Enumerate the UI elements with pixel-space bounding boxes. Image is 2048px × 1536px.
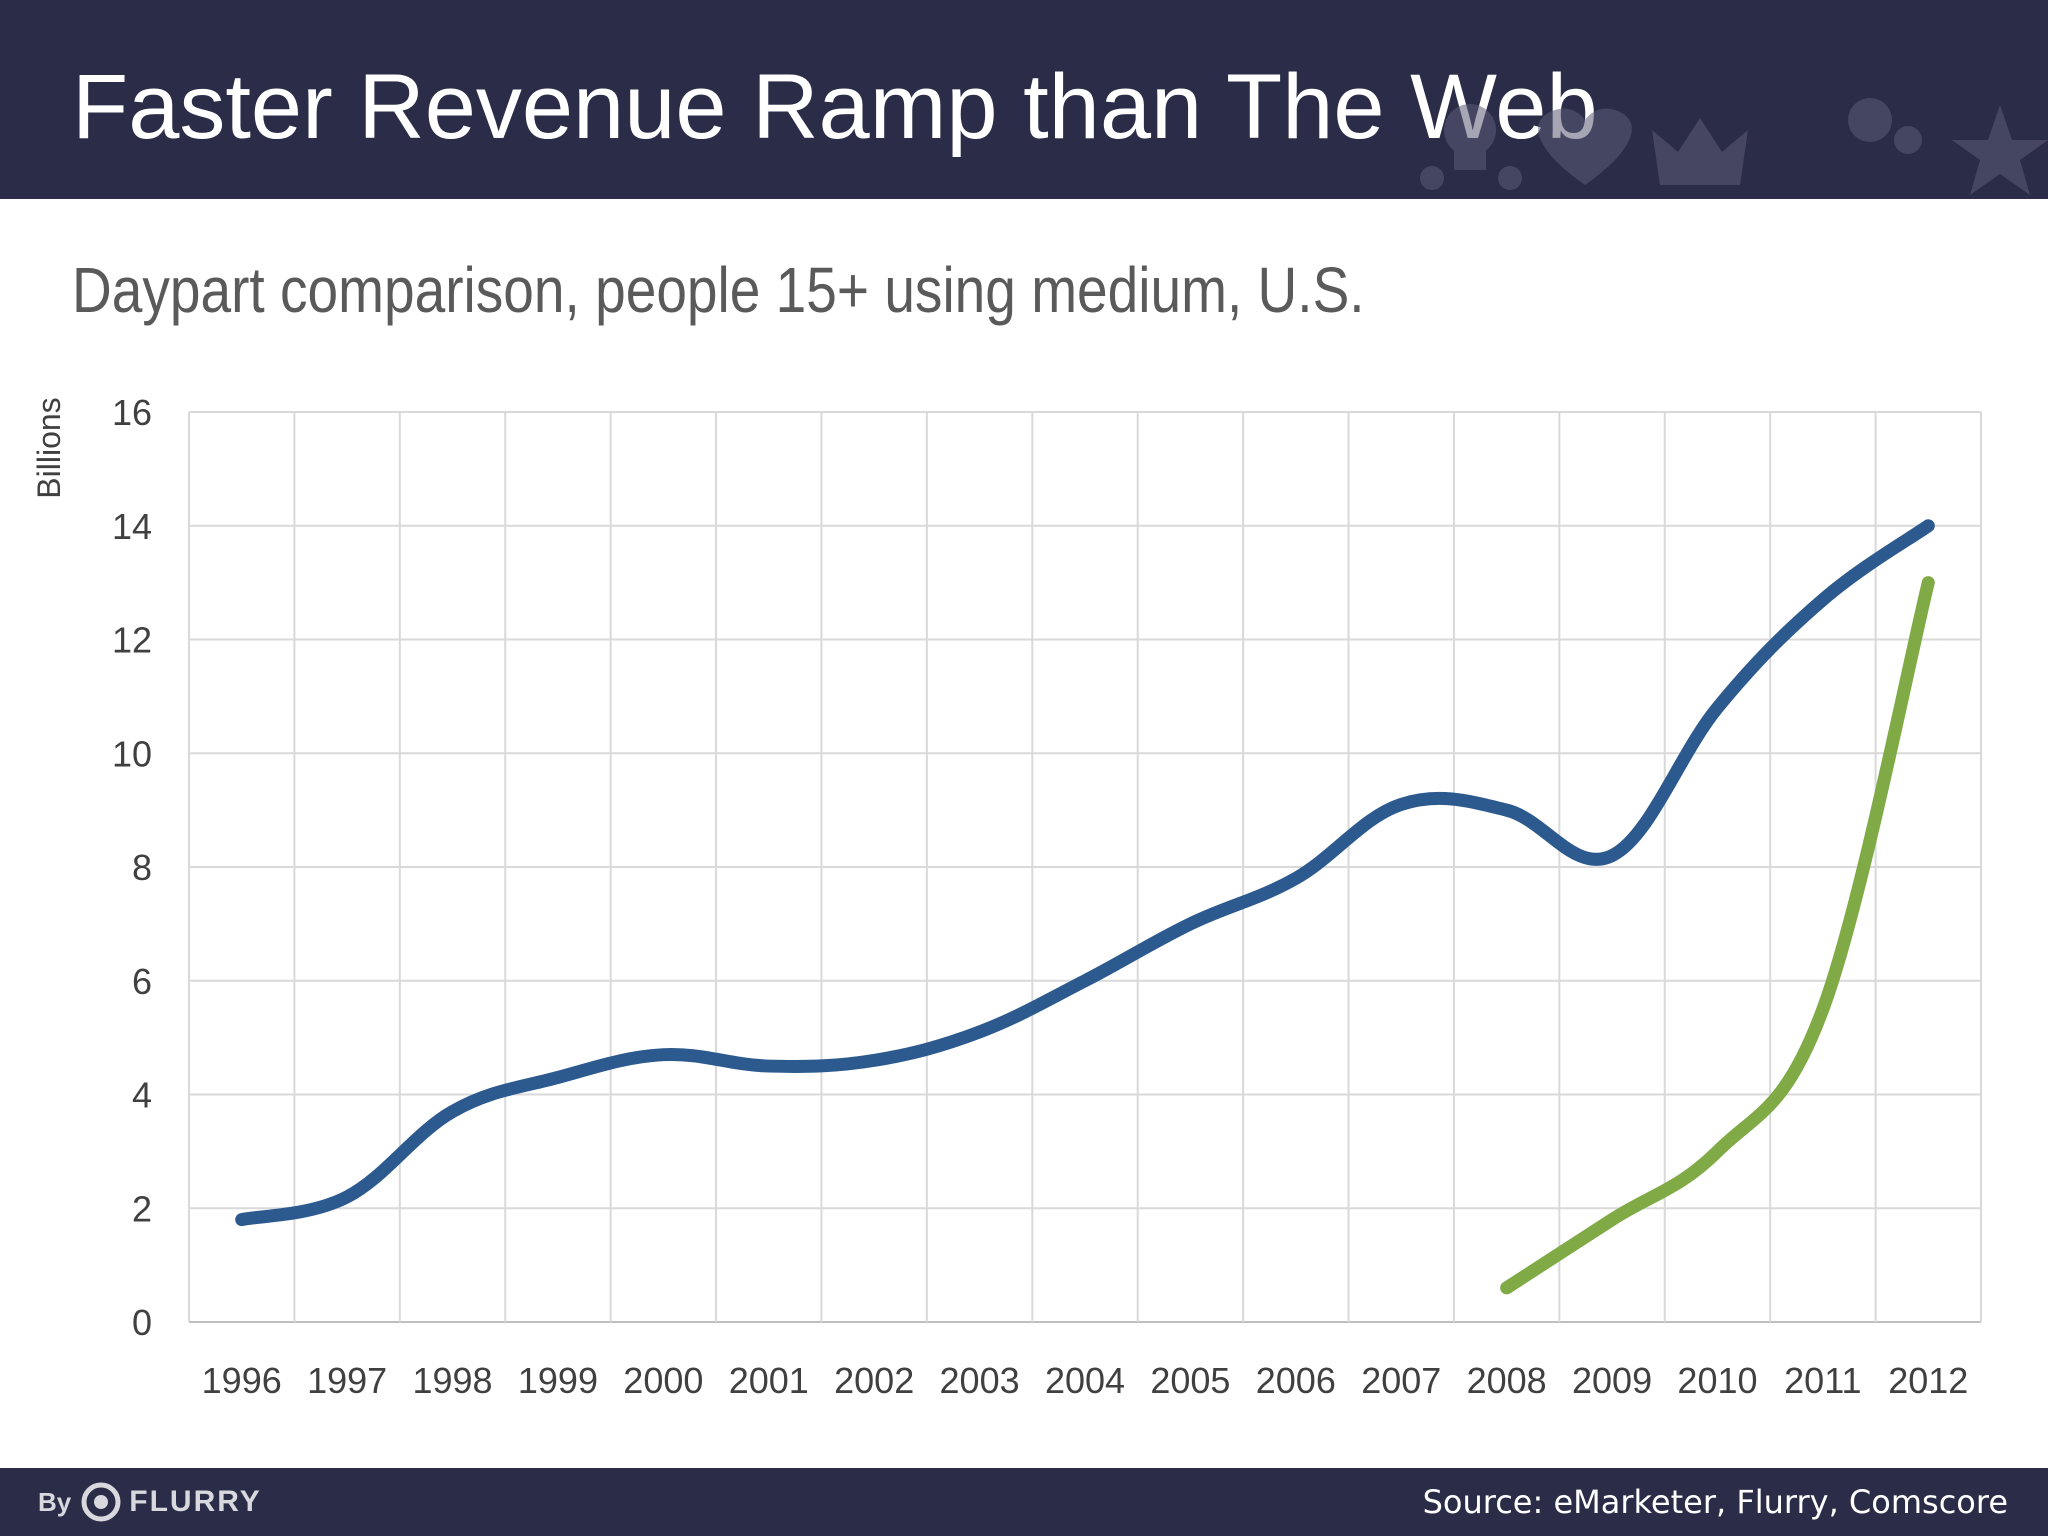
- x-tick-label: 1997: [307, 1360, 387, 1401]
- line-chart: 0 2 4 6 8 10 12 14 16 1996 1997 1998 1999 2000 2001 200…: [31, 392, 1982, 1401]
- x-tick-label: 2000: [623, 1360, 703, 1401]
- x-tick-label: 2004: [1045, 1360, 1125, 1401]
- x-tick-label: 2002: [834, 1360, 914, 1401]
- skull-icon: [1420, 104, 1522, 190]
- x-tick-label: 2012: [1888, 1360, 1968, 1401]
- x-tick-label: 2008: [1467, 1360, 1547, 1401]
- x-tick-label: 2010: [1677, 1360, 1757, 1401]
- x-tick-label: 2001: [729, 1360, 809, 1401]
- gear-icon: [1848, 98, 1892, 142]
- flurry-swirl-icon: [81, 1482, 121, 1522]
- y-tick-label: 10: [112, 733, 152, 774]
- slide-header: Faster Revenue Ramp than The Web: [0, 0, 2048, 199]
- crown-icon: [1652, 118, 1748, 185]
- header-decoration: [1420, 98, 2048, 195]
- y-tick-label: 8: [132, 847, 152, 888]
- series-line-1: [235, 519, 1935, 1227]
- heart-icon: [1538, 108, 1632, 185]
- x-tick-label: 1996: [202, 1360, 282, 1401]
- x-tick-label: 2009: [1572, 1360, 1652, 1401]
- series-line-2: [1500, 576, 1935, 1295]
- x-tick-label: 2006: [1256, 1360, 1336, 1401]
- y-tick-label: 16: [112, 392, 152, 433]
- y-tick-label: 12: [112, 620, 152, 661]
- brand-by-label: By: [38, 1486, 72, 1517]
- brand-name: FLURRY: [129, 1485, 262, 1518]
- star-icon: [1952, 105, 2048, 195]
- x-tick-label: 2011: [1784, 1360, 1861, 1401]
- x-tick-label: 2007: [1361, 1360, 1441, 1401]
- slide-title: Faster Revenue Ramp than The Web: [72, 56, 1598, 158]
- y-tick-label: 6: [132, 961, 152, 1002]
- flurry-logo: By FLURRY: [38, 1482, 262, 1522]
- x-tick-label: 2003: [940, 1360, 1020, 1401]
- y-tick-label: 14: [112, 506, 152, 547]
- slide-footer: By FLURRY Source: eMarketer, Flurry, Com…: [0, 1468, 2048, 1536]
- source-note: Source: eMarketer, Flurry, Comscore: [1422, 1483, 2008, 1521]
- x-tick-label: 2005: [1150, 1360, 1230, 1401]
- y-axis-label: Billions: [31, 397, 67, 498]
- y-tick-label: 4: [132, 1075, 152, 1116]
- x-tick-label: 1999: [518, 1360, 598, 1401]
- y-tick-label: 2: [132, 1188, 152, 1229]
- y-tick-label: 0: [132, 1302, 152, 1343]
- chart-subtitle: Daypart comparison, people 15+ using med…: [72, 254, 1365, 326]
- x-tick-label: 1998: [412, 1360, 492, 1401]
